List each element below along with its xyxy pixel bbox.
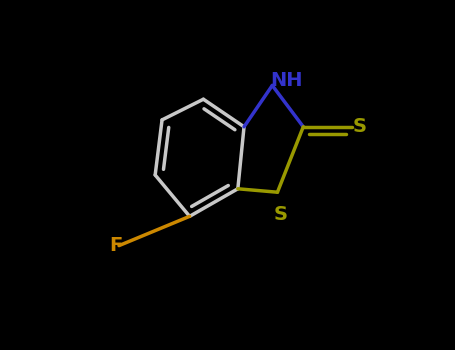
Text: S: S	[353, 117, 367, 136]
Text: F: F	[110, 236, 123, 255]
Text: NH: NH	[270, 71, 302, 90]
Text: S: S	[274, 205, 288, 224]
